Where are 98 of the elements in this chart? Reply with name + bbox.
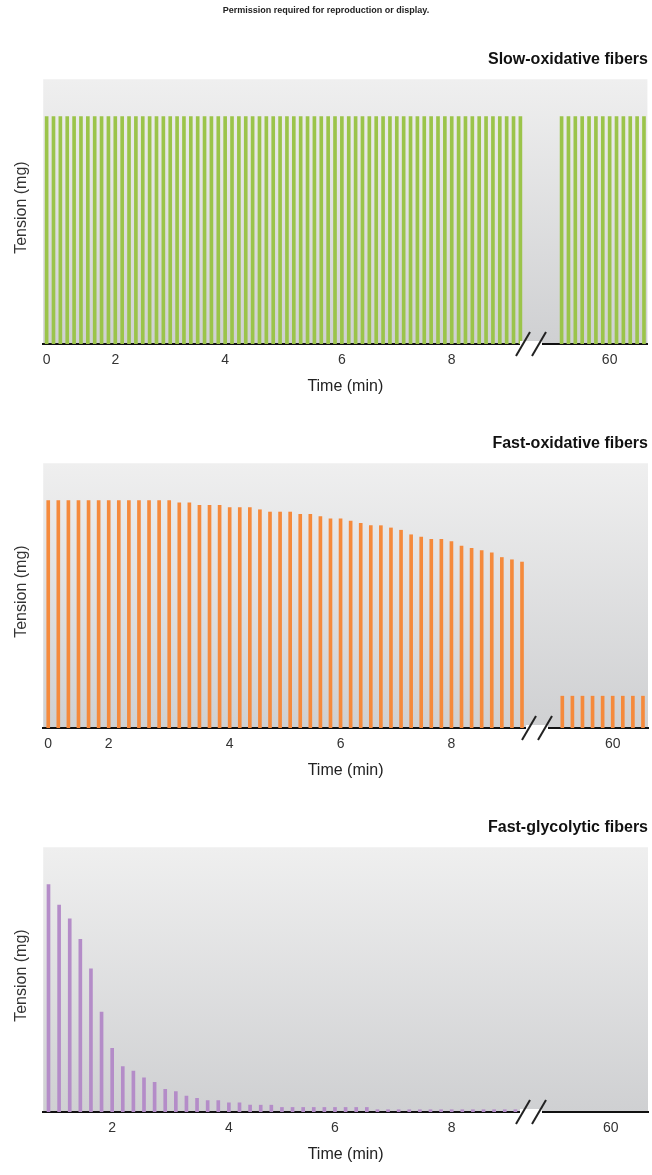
x-tick-label: 60 [601,351,618,368]
bar [127,500,131,728]
bar [460,1109,465,1112]
chart-title: Slow-oxidative fibers [487,50,649,68]
bar [354,1107,359,1112]
bar [409,534,413,728]
x-tick-label: 2 [104,735,113,752]
bar [110,1048,114,1112]
x-tick-label: 4 [224,1119,233,1136]
y-axis-title: Tension (mg) [12,929,30,1022]
bar [216,1100,221,1112]
x-tick-label: 2 [108,1119,117,1136]
x-tick-label: 60 [604,735,621,752]
bar [269,1104,274,1112]
chart-title: Fast-glycolytic fibers [487,818,649,836]
text: Permission required for reproduction or display. [221,4,431,17]
bar [163,1088,168,1112]
bar [520,561,524,728]
x-tick-label: 2 [111,351,120,368]
bar [298,513,303,728]
bar [147,500,151,728]
bar [106,500,111,728]
bar [479,550,484,728]
bar [449,1109,454,1112]
bar [157,500,161,728]
bar [399,529,403,728]
bar [358,523,363,728]
bar [227,1102,231,1112]
y-axis-title: Tension (mg) [12,161,30,254]
bar [280,1107,284,1112]
bar [429,538,434,728]
bar [311,1107,316,1112]
bar [560,695,565,728]
bar [120,1066,125,1112]
bar [386,1109,390,1112]
bar [513,1109,518,1112]
bar [237,507,242,728]
x-tick-label: 8 [447,735,456,752]
bar [174,1091,178,1112]
bar [471,1109,475,1112]
bar [368,525,373,728]
bar [407,1109,412,1112]
bar [116,500,121,728]
y-axis-title: Tension (mg) [12,545,30,638]
x-tick-label: 60 [603,1119,619,1136]
bar [57,904,61,1112]
bar [379,525,383,728]
x-tick-label: 0 [44,735,53,752]
bar [428,1109,433,1112]
bar [227,507,232,728]
bar [258,1104,263,1112]
bar [56,500,61,728]
bar [248,1104,252,1112]
bar [439,1109,443,1112]
bar [418,1109,422,1112]
bar [89,968,93,1112]
bar [167,500,172,728]
bar [308,513,313,728]
bar [631,695,635,728]
bar [364,1107,369,1112]
bar [510,559,514,728]
bar [492,1109,496,1112]
bar [258,509,262,728]
bar [375,1109,380,1112]
bar [489,552,494,728]
x-axis-title: Time (min) [307,760,384,778]
x-tick-label: 8 [447,1119,456,1136]
bar [641,695,645,728]
bar [610,695,615,728]
bar [389,527,393,728]
bar [396,1109,401,1112]
bar [500,557,504,728]
bar [177,502,182,728]
bar [67,918,72,1112]
x-tick-label: 8 [447,351,456,368]
x-tick-label: 4 [221,351,230,368]
bar [481,1109,486,1112]
bar [333,1107,337,1112]
x-tick-label: 4 [225,735,234,752]
bar [288,511,292,728]
x-axis-title: Time (min) [307,1144,384,1162]
x-tick-label: 6 [331,1119,340,1136]
bar [301,1107,305,1112]
chart-title: Fast-oxidative fibers [492,434,649,452]
bar [142,1077,146,1112]
x-tick-label: 6 [337,351,346,368]
bar [419,536,424,728]
bar [278,511,282,728]
bar [620,695,625,728]
x-tick-label: 0 [42,351,51,368]
bar [195,1098,199,1112]
bar [46,500,51,728]
x-axis-title: Time (min) [307,376,384,394]
bar [137,500,141,728]
bar [248,507,252,728]
bar [268,511,272,728]
bar [502,1109,507,1112]
x-tick-label: 6 [336,735,345,752]
